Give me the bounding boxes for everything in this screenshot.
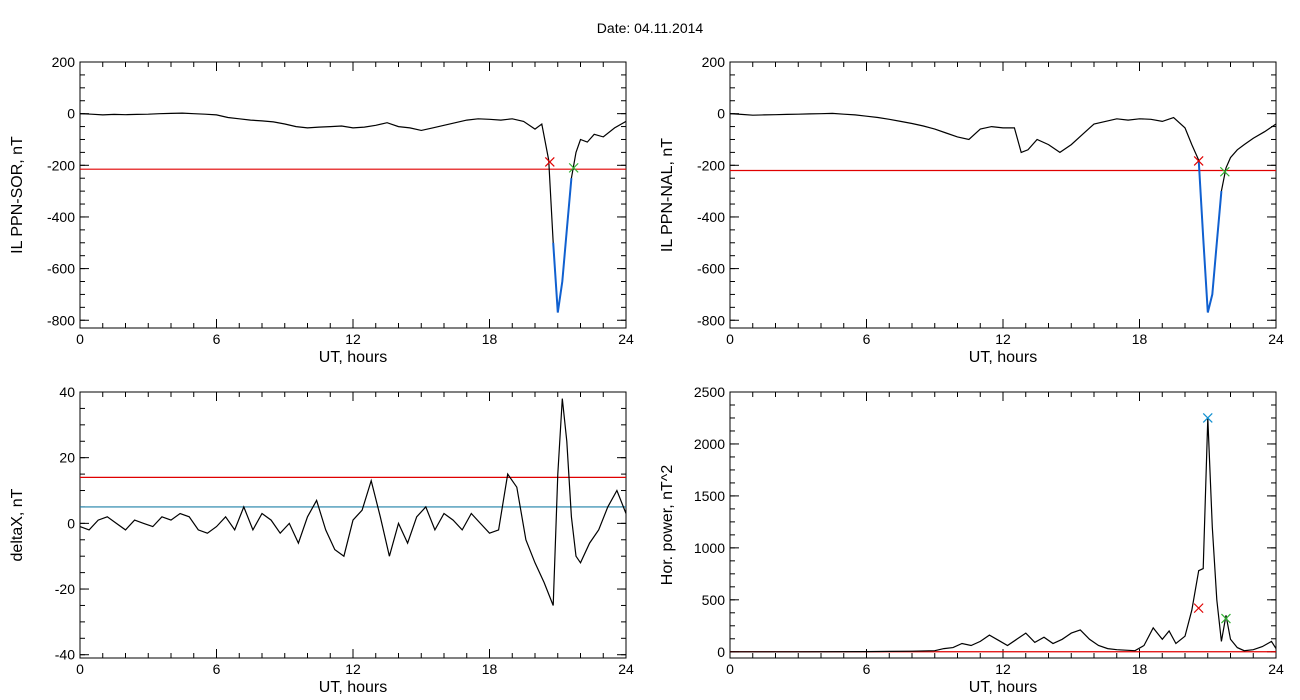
marker-green bbox=[568, 162, 579, 173]
plot-power: 0 6 12 18 24 0 500 1000 1500 2000 2500 UT, hours Hor… bbox=[659, 384, 1284, 696]
x-axis-label: UT, hours bbox=[969, 349, 1037, 366]
y-tick-label: 200 bbox=[52, 54, 76, 70]
y-tick-label: -200 bbox=[697, 157, 725, 173]
y-tick-label: 1000 bbox=[694, 540, 725, 556]
y-tick-label: 20 bbox=[59, 450, 75, 466]
plot-sor: 0 6 12 18 24 200 0 -200 -400 -600 -800 UT, hours IL … bbox=[9, 54, 634, 366]
marker-stroke bbox=[544, 157, 555, 167]
y-tick-label: 2000 bbox=[694, 436, 725, 452]
marker-green bbox=[1219, 166, 1230, 177]
plot-deltax: 0 6 12 18 24 40 20 0 -20 -40 UT, hours deltaX, nT bbox=[9, 384, 634, 696]
y-axis-label: deltaX, nT bbox=[9, 488, 26, 561]
y-tick-label: 0 bbox=[717, 644, 725, 660]
data-line bbox=[729, 112, 1277, 313]
x-axis-label: UT, hours bbox=[319, 679, 387, 696]
marker-green bbox=[1221, 613, 1231, 624]
marker-stroke bbox=[568, 162, 579, 173]
y-tick-label: 40 bbox=[59, 384, 75, 400]
plot-frame bbox=[79, 61, 627, 329]
y-tick-label: -40 bbox=[55, 647, 75, 663]
x-tick-label: 12 bbox=[995, 331, 1011, 347]
highlight-segment bbox=[1197, 160, 1223, 313]
marker-red bbox=[1193, 155, 1204, 166]
marker-stroke bbox=[1202, 413, 1213, 423]
x-tick-label: 24 bbox=[618, 661, 634, 677]
y-tick-label: 1500 bbox=[694, 488, 725, 504]
x-tick-label: 24 bbox=[1268, 661, 1284, 677]
data-line bbox=[730, 417, 1277, 653]
x-tick-label: 18 bbox=[1132, 331, 1148, 347]
x-axis-label: UT, hours bbox=[319, 349, 387, 366]
highlight-segment bbox=[552, 178, 573, 313]
y-tick-label: 200 bbox=[702, 54, 726, 70]
y-tick-label: 0 bbox=[67, 515, 75, 531]
x-tick-label: 12 bbox=[345, 661, 361, 677]
marker-stroke bbox=[1219, 166, 1230, 177]
x-tick-label: 12 bbox=[345, 331, 361, 347]
x-tick-label: 18 bbox=[482, 331, 498, 347]
y-axis-label: IL PPN-SOR, nT bbox=[9, 136, 26, 254]
plot-frame bbox=[79, 391, 627, 659]
marker-red bbox=[544, 157, 555, 167]
y-tick-label: -800 bbox=[697, 312, 725, 328]
y-tick-label: -400 bbox=[697, 209, 725, 225]
y-tick-label: -600 bbox=[47, 261, 75, 277]
y-tick-label: 2500 bbox=[694, 384, 725, 400]
x-tick-label: 6 bbox=[213, 331, 221, 347]
x-tick-label: 0 bbox=[76, 661, 84, 677]
marker-stroke bbox=[1221, 613, 1231, 624]
y-tick-label: 0 bbox=[67, 106, 75, 122]
y-tick-label: -600 bbox=[697, 261, 725, 277]
marker-stroke bbox=[1193, 155, 1204, 166]
y-tick-label: 0 bbox=[717, 106, 725, 122]
data-line bbox=[79, 112, 627, 313]
x-tick-label: 18 bbox=[1132, 661, 1148, 677]
y-tick-label: -800 bbox=[47, 312, 75, 328]
x-tick-label: 24 bbox=[618, 331, 634, 347]
y-axis-label: IL PPN-NAL, nT bbox=[659, 138, 676, 252]
y-axis-label: Hor. power, nT^2 bbox=[659, 465, 676, 586]
x-tick-label: 0 bbox=[726, 331, 734, 347]
x-tick-label: 18 bbox=[482, 661, 498, 677]
plot-frame bbox=[729, 391, 1277, 659]
y-tick-label: -20 bbox=[55, 581, 75, 597]
chart-title: Date: 04.11.2014 bbox=[596, 20, 704, 36]
plot-frame bbox=[729, 61, 1277, 329]
x-tick-label: 6 bbox=[213, 661, 221, 677]
x-tick-label: 24 bbox=[1268, 331, 1284, 347]
x-tick-label: 6 bbox=[863, 331, 871, 347]
marker-blue bbox=[1202, 413, 1213, 423]
data-line bbox=[79, 398, 627, 606]
x-tick-label: 6 bbox=[863, 661, 871, 677]
plot-nal: 0 6 12 18 24 200 0 -200 -400 -600 -800 UT, hours IL … bbox=[659, 54, 1284, 366]
y-tick-label: 500 bbox=[702, 592, 726, 608]
x-axis-label: UT, hours bbox=[969, 679, 1037, 696]
x-tick-label: 12 bbox=[995, 661, 1011, 677]
x-tick-label: 0 bbox=[76, 331, 84, 347]
marker-stroke bbox=[1193, 603, 1204, 614]
marker-red bbox=[1193, 603, 1204, 614]
x-tick-label: 0 bbox=[726, 661, 734, 677]
y-tick-label: -200 bbox=[47, 157, 75, 173]
y-tick-label: -400 bbox=[47, 209, 75, 225]
